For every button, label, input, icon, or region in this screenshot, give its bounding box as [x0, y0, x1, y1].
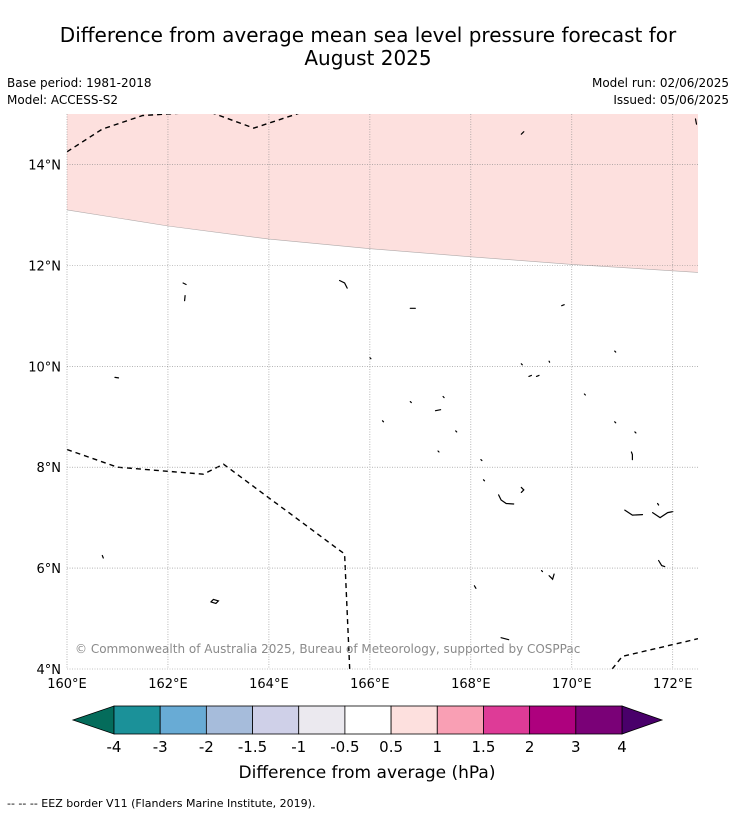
pressure-anomaly-region: [67, 114, 698, 273]
colorbar-tick-label: -4: [107, 738, 122, 756]
colorbar: -4 -3 -2 -1.5 -1 -0.5 0.5 1 1.5 2 3 4: [71, 705, 664, 756]
longitude-tick-label: 170°E: [552, 677, 592, 692]
longitude-tick-label: 172°E: [653, 677, 693, 692]
colorbar-segment: [205, 705, 253, 735]
colorbar-segment: [252, 705, 300, 735]
eez-legend: -- -- -- EEZ border V11 (Flanders Marine…: [7, 797, 316, 810]
longitude-tick-label: 166°E: [350, 677, 390, 692]
island-coastline: [182, 282, 187, 286]
island-coastline: [339, 279, 348, 289]
island-coastline: [652, 511, 674, 519]
island-coastline: [480, 459, 483, 462]
model-name: Model: ACCESS-S2: [7, 93, 119, 107]
island-coastline: [634, 431, 637, 434]
island-coastline: [437, 450, 440, 453]
colorbar-segment: [159, 705, 207, 735]
island-coastline: [482, 479, 486, 482]
island-coastline: [548, 360, 551, 363]
island-coastline: [184, 295, 186, 302]
longitude-tick-label: 162°E: [148, 677, 188, 692]
island-coastline: [624, 509, 644, 516]
map-axis-labels: 160°E 162°E 164°E 166°E 168°E 170°E 172°E 4°N 6°…: [28, 158, 692, 692]
colorbar-tick-label: 1.5: [472, 738, 496, 756]
island-coastline: [528, 374, 532, 377]
colorbar-under-arrow: [71, 705, 115, 735]
island-coastline: [498, 494, 515, 505]
colorbar-tick-label: -0.5: [330, 738, 359, 756]
longitude-tick-label: 168°E: [451, 677, 491, 692]
island-coastline: [540, 570, 544, 573]
island-coastline: [101, 554, 104, 559]
latitude-tick-label: 4°N: [37, 663, 62, 678]
map-gridlines: [66, 114, 698, 670]
colorbar-tick-label: 2: [525, 738, 535, 756]
eez-border: [611, 638, 698, 669]
eez-border: [67, 448, 351, 669]
issued-date: Issued: 05/06/2025: [613, 93, 729, 107]
map-plot-area: [67, 114, 698, 669]
latitude-tick-label: 14°N: [28, 158, 61, 173]
colorbar-tick-label: -2: [199, 738, 214, 756]
island-coastline: [520, 486, 525, 493]
island-coastline: [561, 304, 565, 307]
model-run: Model run: 02/06/2025: [591, 76, 729, 90]
latitude-tick-label: 8°N: [37, 461, 62, 476]
eez-border: [67, 114, 299, 153]
latitude-tick-label: 12°N: [28, 259, 61, 274]
base-period: Base period: 1981-2018: [7, 76, 152, 90]
colorbar-segment: [113, 705, 161, 735]
island-coastline: [381, 420, 385, 423]
chart-title-line1: Difference from average mean sea level p…: [59, 23, 677, 47]
island-coastline: [409, 401, 412, 404]
colorbar-segment: [529, 705, 577, 735]
colorbar-segment: [390, 705, 438, 735]
island-coastline: [548, 573, 555, 581]
island-coastline: [583, 393, 586, 396]
island-coastline: [694, 118, 698, 125]
latitude-tick-label: 6°N: [37, 562, 62, 577]
island-coastline: [473, 585, 477, 589]
longitude-tick-label: 160°E: [47, 677, 87, 692]
island-coastline: [614, 421, 617, 424]
colorbar-segment: [298, 705, 346, 735]
longitude-tick-label: 164°E: [249, 677, 289, 692]
colorbar-segment: [436, 705, 484, 735]
island-coastline: [630, 451, 633, 461]
colorbar-segment: [483, 705, 531, 735]
island-coastline: [114, 376, 120, 379]
colorbar-tick-label: 0.5: [379, 738, 403, 756]
chart-title-line2: August 2025: [304, 46, 432, 70]
colorbar-label: Difference from average (hPa): [239, 763, 496, 783]
colorbar-segment: [575, 705, 623, 735]
colorbar-tick-label: 4: [617, 738, 627, 756]
colorbar-tick-label: -3: [153, 738, 168, 756]
island-coastline: [210, 598, 220, 605]
island-coastline: [535, 374, 540, 377]
island-coastline: [500, 637, 510, 641]
colorbar-tick-label: 3: [571, 738, 581, 756]
island-coastline: [520, 131, 525, 135]
island-coastline: [520, 363, 523, 366]
colorbar-over-arrow: [621, 705, 664, 735]
colorbar-tick-label: -1: [291, 738, 306, 756]
island-coastline: [614, 350, 617, 353]
island-coastline: [657, 502, 660, 506]
colorbar-tick-label: -1.5: [238, 738, 267, 756]
island-coastline: [658, 559, 666, 568]
copyright-notice: © Commonwealth of Australia 2025, Bureau…: [75, 642, 580, 656]
island-coastline: [434, 409, 442, 412]
island-coastline: [455, 430, 458, 433]
colorbar-segment: [344, 705, 392, 735]
colorbar-tick-label: 1: [432, 738, 442, 756]
latitude-tick-label: 10°N: [28, 360, 61, 375]
island-coastline: [369, 357, 372, 360]
island-coastline: [442, 395, 445, 399]
